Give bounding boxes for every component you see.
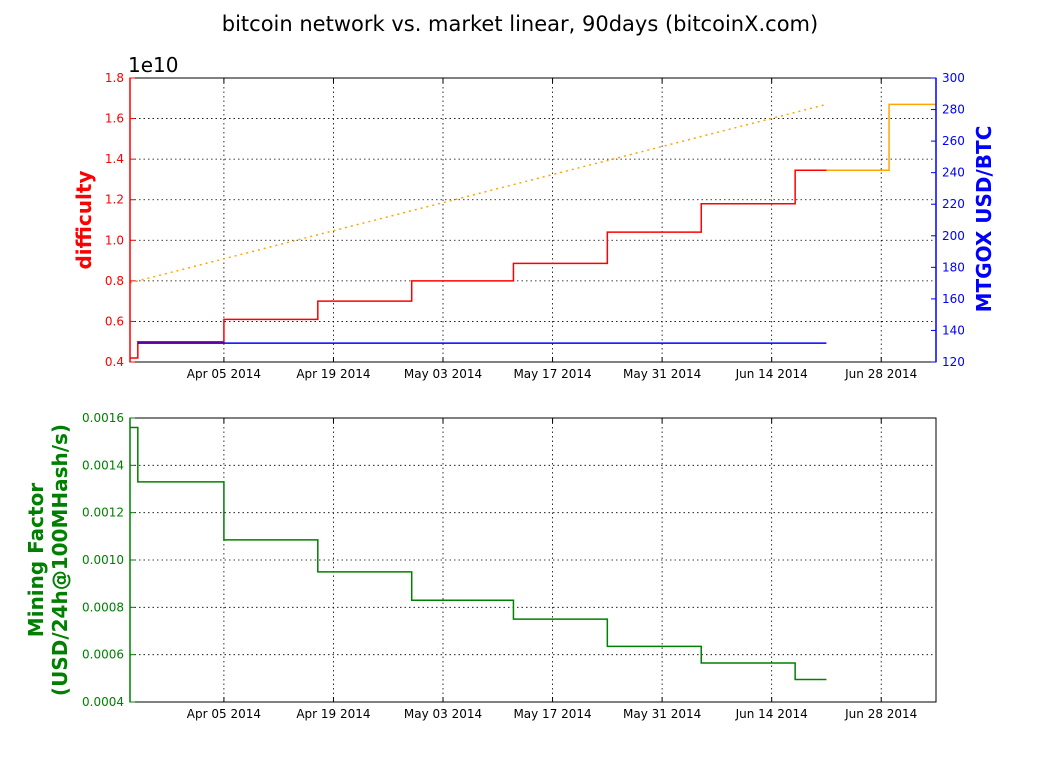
difficulty-projection-line [826, 103, 936, 172]
top-ticks: Apr 05 2014 Apr 19 2014 May 03 2014 May 17 … [105, 71, 965, 381]
x-tick-label: Jun 28 2014 [844, 367, 917, 381]
y-tick-label: 0.0014 [82, 458, 124, 472]
bottom-ticks: Apr 05 2014 Apr 19 2014 May 03 2014 May 17 … [82, 411, 917, 721]
chart-title: bitcoin network vs. market linear, 90day… [222, 12, 818, 36]
mining-factor-axis-label-units: (USD/24h@100MHash/s) [48, 424, 72, 696]
bottom-series [130, 426, 827, 681]
difficulty-line [130, 169, 827, 359]
y2-tick-label: 240 [942, 166, 965, 180]
y-tick-label: 0.0004 [82, 695, 124, 709]
x-tick-label: May 03 2014 [404, 707, 482, 721]
x-tick-label: Apr 05 2014 [187, 707, 261, 721]
y2-tick-label: 120 [942, 355, 965, 369]
difficulty-axis-label: difficulty [72, 170, 96, 269]
y-tick-label: 0.8 [105, 274, 124, 288]
x-tick-label: May 03 2014 [404, 367, 482, 381]
x-tick-label: May 17 2014 [513, 707, 591, 721]
x-tick-label: Apr 19 2014 [296, 707, 370, 721]
y-tick-label: 1.2 [105, 193, 124, 207]
y-tick-label: 1.4 [105, 152, 124, 166]
y2-tick-label: 160 [942, 292, 965, 306]
y2-tick-label: 200 [942, 229, 965, 243]
difficulty-multiplier: 1e10 [128, 53, 178, 77]
x-tick-label: Jun 14 2014 [735, 707, 808, 721]
x-tick-label: Apr 05 2014 [187, 367, 261, 381]
y2-tick-label: 180 [942, 260, 965, 274]
mining-factor-axis-label: Mining Factor [24, 483, 48, 638]
y-tick-label: 0.0010 [82, 553, 124, 567]
y-tick-label: 0.0016 [82, 411, 124, 425]
x-tick-label: May 17 2014 [513, 367, 591, 381]
bottom-grid [130, 417, 936, 703]
x-tick-label: May 31 2014 [623, 707, 701, 721]
mining-factor-axis-label-line2: (USD/24h@100MHash/s) [48, 424, 72, 696]
y2-tick-label: 220 [942, 197, 965, 211]
y-tick-label: 1.0 [105, 233, 124, 247]
y-tick-label: 0.4 [105, 355, 124, 369]
difficulty-trend-line [129, 103, 827, 284]
mining-factor-line [130, 426, 827, 681]
y2-tick-label: 260 [942, 134, 965, 148]
y-tick-label: 0.6 [105, 314, 124, 328]
top-series [129, 103, 936, 359]
x-tick-label: Jun 14 2014 [735, 367, 808, 381]
y2-tick-label: 300 [942, 71, 965, 85]
y2-tick-label: 280 [942, 103, 965, 117]
y2-tick-label: 140 [942, 323, 965, 337]
price-axis-label: MTGOX USD/BTC [972, 126, 996, 313]
y-tick-label: 0.0012 [82, 506, 124, 520]
x-tick-label: May 31 2014 [623, 367, 701, 381]
mining-factor-axis-label-line1: Mining Factor [24, 483, 48, 638]
x-tick-label: Apr 19 2014 [296, 367, 370, 381]
y-tick-label: 0.0008 [82, 600, 124, 614]
y-tick-label: 1.8 [105, 71, 124, 85]
y-tick-label: 1.6 [105, 112, 124, 126]
x-tick-label: Jun 28 2014 [844, 707, 917, 721]
y-tick-label: 0.0006 [82, 648, 124, 662]
